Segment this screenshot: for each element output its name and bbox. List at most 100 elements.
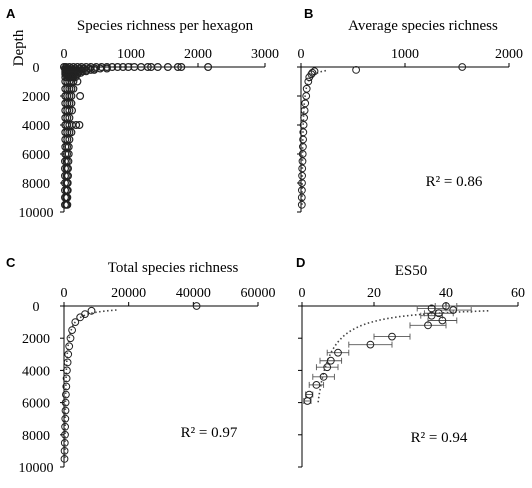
data-point [326,356,335,365]
y-tick-label: 0 [33,61,40,76]
data-point [303,397,312,405]
y-axis-label: Depth [11,29,27,66]
y-tick-label: 2000 [22,90,50,105]
data-point [302,92,311,100]
data-point [62,374,71,383]
data-point [173,62,182,71]
data-point [299,135,308,144]
data-point [63,358,72,367]
data-point [66,334,75,343]
data-point [67,106,76,115]
data-point [323,363,332,372]
x-tick-label: 1000 [391,47,419,62]
data-point [449,306,458,314]
data-point [177,62,186,71]
panel-a: A Species richness per hexagon Depth 0 1000 2… [6,6,279,221]
data-point [73,77,82,86]
x-tick-label: 2000 [495,47,523,62]
data-point [63,200,72,209]
data-point [298,150,307,158]
data-point [298,164,307,173]
x-tick-label: 20000 [111,286,146,301]
chart-title: Total species richness [108,260,239,276]
chart-title: Species richness per hexagon [77,18,254,34]
data-point [204,62,213,71]
data-point [60,455,69,463]
chart-title: Average species richness [348,18,498,34]
y-tick-label: 6000 [22,148,50,163]
data-point [304,77,313,86]
data-point [102,64,111,73]
chart-title: ES50 [395,263,428,279]
data-point [124,62,133,71]
data-point [65,342,74,351]
data-point [352,66,361,74]
y-tick-label: 4000 [22,364,50,379]
data-point [60,439,69,447]
y-tick-label: 10000 [19,206,54,221]
data-point [424,321,432,330]
data-point [76,313,85,322]
data-point [312,381,321,389]
y-tick-label: 0 [33,300,40,315]
y-tick-label: 6000 [22,397,50,412]
x-tick-label: 3000 [251,47,279,62]
data-point [62,382,71,391]
data-point [434,309,443,318]
x-tick-label: 0 [298,47,305,62]
data-point [61,398,70,407]
r-squared-label: R² = 0.86 [426,174,483,190]
data-point [71,318,80,327]
x-tick-label: 40000 [176,286,211,301]
data-point [299,121,308,129]
x-tick-label: 2000 [184,47,212,62]
data-point [67,128,76,137]
y-tick-label: 2000 [22,332,50,347]
data-point [300,106,309,115]
data-point [366,340,375,349]
panel-c: C Total species richness 0 20000 40000 60000 0… [6,255,276,476]
data-point [87,306,96,315]
data-point [72,120,81,129]
y-tick-label: 8000 [22,429,50,444]
panel-letter: D [296,255,305,270]
r-squared-label: R² = 0.97 [181,425,238,441]
data-point [61,430,69,439]
r-squared-label: R² = 0.94 [411,430,468,446]
data-point [61,406,70,415]
data-point [388,332,396,341]
y-tick-label: 10000 [19,461,54,476]
data-point [118,62,127,71]
data-point [90,65,99,74]
data-point [143,62,152,71]
data-point [298,179,306,187]
trendline [317,310,489,403]
data-point [108,62,117,71]
data-point [64,350,73,359]
data-point [68,326,76,335]
trendline [64,309,117,460]
trendline [301,69,327,206]
data-point [113,62,122,71]
data-point [75,120,84,129]
y-tick-label: 8000 [22,177,50,192]
panel-letter: B [304,6,313,21]
data-point [427,311,436,320]
panel-d: D ES50 0 20 40 60 R² = 0.94 [296,255,525,468]
data-point [60,447,69,455]
panel-letter: A [6,6,16,21]
data-point [76,91,85,100]
x-tick-label: 0 [61,47,68,62]
data-point [297,200,306,209]
data-point [438,316,447,325]
x-tick-label: 0 [61,286,68,301]
x-tick-label: 60 [511,286,525,301]
data-point [458,63,467,71]
data-point [63,366,71,375]
data-point [442,302,450,310]
data-point [62,390,70,399]
data-point [334,348,342,357]
data-point [163,62,172,71]
x-tick-label: 40 [439,286,453,301]
